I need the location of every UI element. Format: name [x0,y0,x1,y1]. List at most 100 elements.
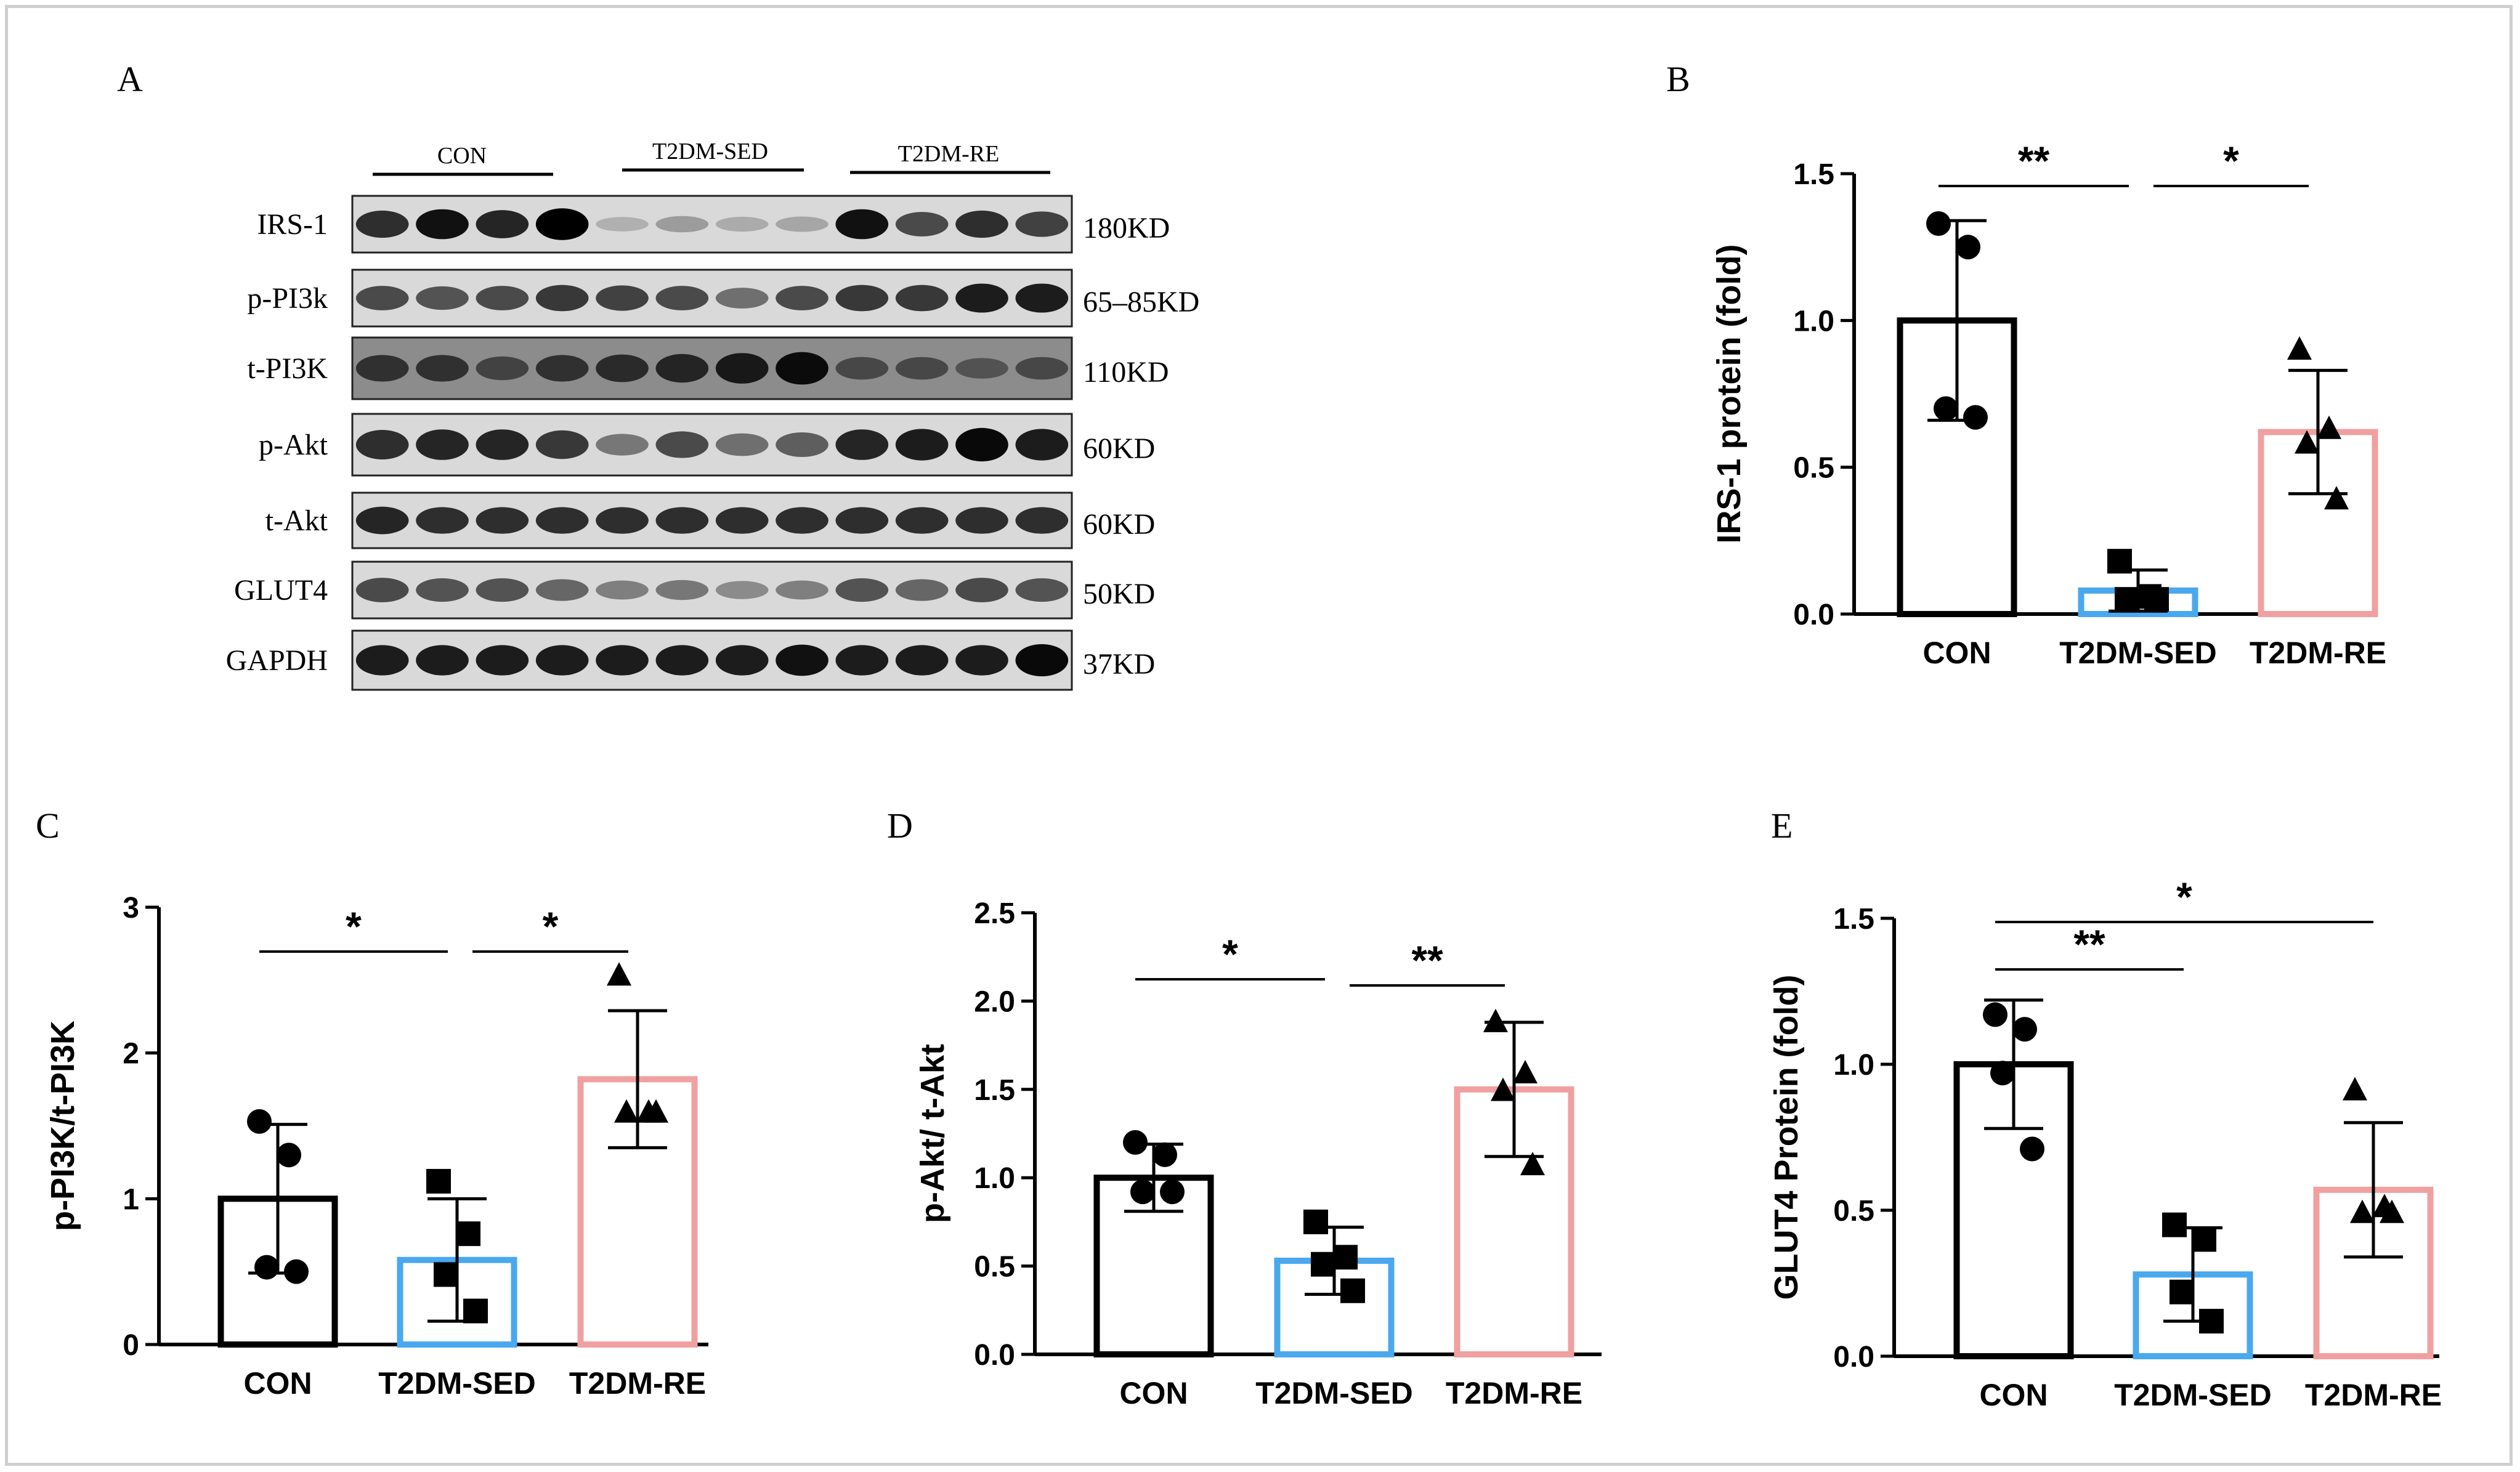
y-axis-label: p-Akt/ t-Akt [914,1044,951,1223]
chart-e: 0.0 0.5 1.0 1.5 GLUT4 Protein (fold) CON T2DM-… [1768,874,2442,1412]
blot-strip [351,629,1073,691]
x-tick-label: T2DM-RE [2305,1378,2442,1412]
blot-row: p-Akt 60KD [259,413,1155,477]
blot-strip [351,413,1073,477]
blot-size-label: 50KD [1083,578,1155,610]
blot-band [895,579,949,601]
data-point [2170,1279,2194,1304]
y-axis-label: p-PI3K/t-PI3K [44,1021,81,1231]
blot-band [535,430,589,459]
blot-band [355,430,409,459]
blot-strip [351,336,1073,400]
y-tick-label: 2.0 [974,985,1015,1018]
blot-band [955,210,1008,238]
blot-band [1015,429,1069,461]
data-point [2295,430,2319,454]
y-tick-label: 0.0 [1833,1341,1874,1373]
data-point [1520,1152,1545,1176]
blot-size-label: 65–85KD [1083,286,1199,318]
panel-label-e: E [1771,806,1793,846]
data-point [1483,1008,1508,1032]
blot-strip [351,269,1073,328]
blot-band [355,210,409,238]
blot-band [715,507,769,534]
data-point [2350,1199,2375,1223]
data-point [2012,1017,2037,1042]
blot-band [596,354,649,382]
blot-band [715,581,769,599]
significance-label: * [346,904,362,949]
x-tick-label: T2DM-SED [378,1366,536,1401]
y-tick-label: 1.5 [1833,903,1874,936]
data-point [1340,1278,1365,1303]
data-point [1990,1061,2015,1086]
blot-band [776,644,829,676]
blot-band [596,507,649,534]
blot-band [476,429,529,460]
x-tick-label: T2DM-RE [1446,1376,1582,1410]
blot-protein-label: GAPDH [226,644,328,677]
blot-band [476,286,529,310]
data-point [2115,587,2139,612]
blot-band [416,209,469,240]
x-tick-label: T2DM-SED [2059,636,2217,670]
data-point [1983,1002,2007,1027]
blot-group-re: T2DM-RE [898,141,1000,167]
blot-size-label: 37KD [1083,648,1155,681]
blot-band [955,645,1008,676]
data-point [1160,1179,1185,1205]
data-point [434,1262,458,1287]
blot-protein-label: GLUT4 [234,574,328,607]
blot-band [895,429,949,461]
x-tick-label: T2DM-RE [569,1366,706,1401]
blot-band [655,286,709,310]
blot-band [596,285,649,311]
data-point [1153,1142,1177,1167]
blot-band [715,353,769,384]
data-point [284,1259,309,1284]
blot-protein-label: t-PI3K [247,352,328,385]
data-point [1956,235,1980,260]
blot-band [776,286,829,310]
blot-band [776,216,829,232]
blot-size-label: 110KD [1083,356,1169,389]
data-point [2287,336,2312,360]
blot-row: GLUT4 50KD [234,560,1155,620]
significance-label: * [543,904,559,949]
blot-band [835,578,889,602]
data-point [614,1099,639,1123]
blot-band [416,578,469,602]
data-point [456,1221,480,1247]
data-point [2107,549,2132,574]
data-point [1123,1130,1148,1155]
blot-band [535,355,589,382]
significance-label: ** [1411,937,1443,983]
blot-row: GAPDH 37KD [226,629,1155,691]
data-point [1491,1077,1515,1101]
blot-band [835,209,889,240]
chart-b: 0.0 0.5 1.0 1.5 IRS-1 protein (fold) CON T2DM-… [1711,138,2386,670]
blot-group-con: CON [437,143,487,169]
y-tick-label: 0.0 [1793,599,1834,631]
data-point [1963,405,1988,430]
data-point [2162,1212,2187,1237]
blot-row: p-PI3k 65–85KD [247,269,1199,328]
blot-band [596,434,649,456]
data-point [2324,486,2349,510]
blot-band [1015,644,1069,677]
blot-band [715,216,769,232]
data-point [277,1142,301,1168]
figure-frame [5,5,2513,1466]
blot-band [655,354,709,383]
western-blot: CON T2DM-SED T2DM-RE IRS-1 180KD p-PI3k 65–… [226,139,1199,691]
blot-size-label: 60KD [1083,508,1155,541]
chart-c: 0 1 2 3 p-PI3K/t-PI3K CON T2DM-SED T2DM-RE * * [44,892,708,1401]
data-point [1934,396,1958,421]
blot-band [1015,357,1069,380]
blot-band [1015,283,1069,313]
blot-band [535,645,589,676]
blot-band [955,283,1008,313]
data-point [2144,587,2169,612]
data-point [426,1168,451,1194]
